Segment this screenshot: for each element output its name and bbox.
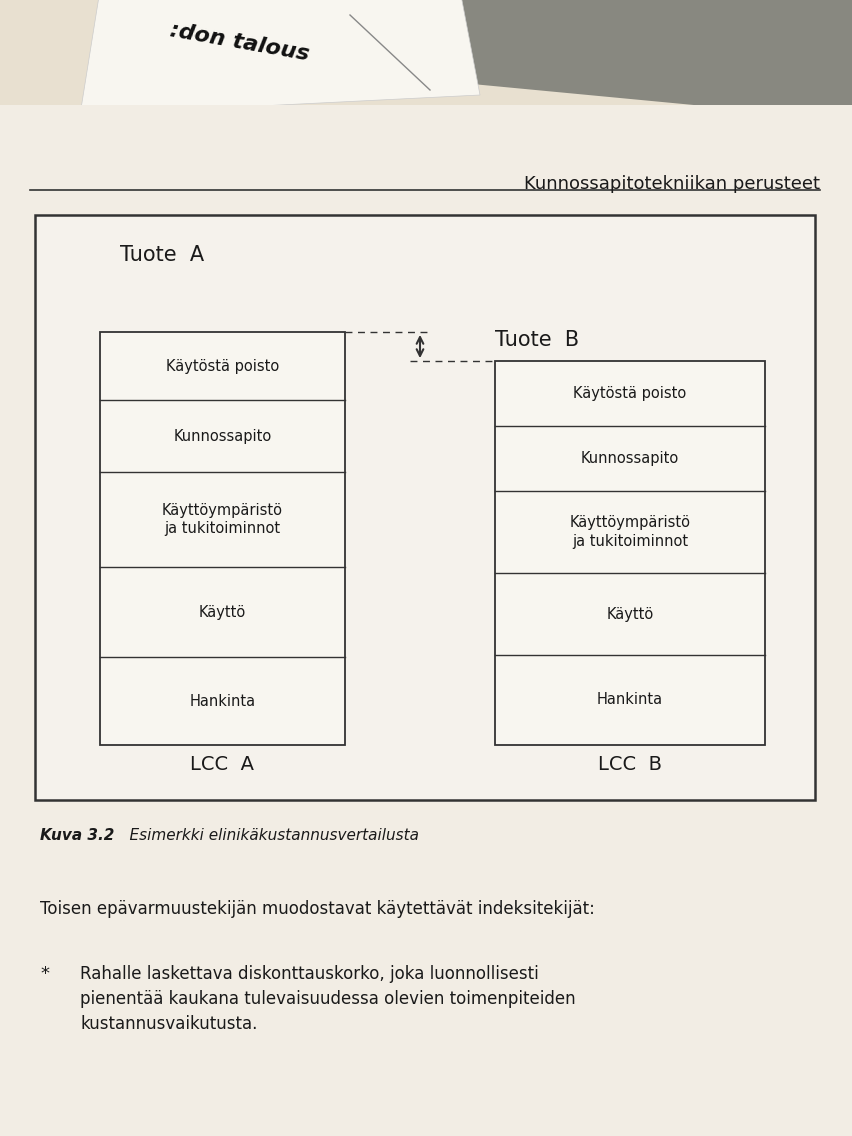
- Text: Rahalle laskettava diskonttauskorko, joka luonnollisesti
pienentää kaukana tulev: Rahalle laskettava diskonttauskorko, jok…: [80, 964, 576, 1033]
- Text: :don talous: :don talous: [169, 20, 311, 64]
- Text: Kunnossapito: Kunnossapito: [581, 451, 679, 466]
- Text: Käyttö: Käyttö: [199, 604, 246, 619]
- Polygon shape: [80, 0, 480, 115]
- Text: Kunnossapito: Kunnossapito: [173, 428, 272, 443]
- Text: Kunnossapitotekniikan perusteet: Kunnossapitotekniikan perusteet: [524, 175, 820, 193]
- Text: Toisen epävarmuustekijän muodostavat käytettävät indeksitekijät:: Toisen epävarmuustekijän muodostavat käy…: [40, 900, 595, 918]
- Text: Tuote  B: Tuote B: [495, 329, 579, 350]
- Text: Käyttöympäristö
ja tukitoiminnot: Käyttöympäristö ja tukitoiminnot: [162, 503, 283, 536]
- Bar: [35, 215, 815, 800]
- Text: Hankinta: Hankinta: [189, 693, 256, 709]
- Text: Kuva 3.2: Kuva 3.2: [40, 828, 114, 843]
- Bar: [495, 361, 765, 745]
- Bar: [100, 332, 345, 745]
- Polygon shape: [430, 0, 852, 120]
- Text: LCC  A: LCC A: [191, 755, 255, 775]
- Text: *: *: [40, 964, 49, 983]
- Text: Tuote  A: Tuote A: [120, 245, 204, 265]
- Text: Käyttöympäristö
ja tukitoiminnot: Käyttöympäristö ja tukitoiminnot: [569, 516, 690, 549]
- Text: LCC  B: LCC B: [598, 755, 662, 775]
- Text: Esimerkki elinikäkustannusvertailusta: Esimerkki elinikäkustannusvertailusta: [110, 828, 419, 843]
- Text: Hankinta: Hankinta: [597, 693, 663, 708]
- Text: Käytöstä poisto: Käytöstä poisto: [166, 359, 279, 374]
- Text: Käytöstä poisto: Käytöstä poisto: [573, 386, 687, 401]
- Text: Käyttö: Käyttö: [607, 607, 653, 621]
